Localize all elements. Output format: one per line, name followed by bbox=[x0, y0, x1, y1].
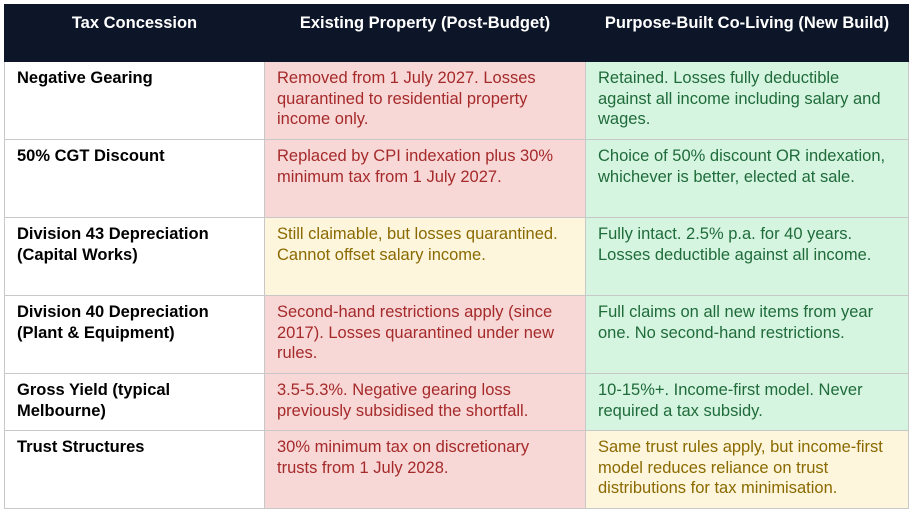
header-co-living: Purpose-Built Co-Living (New Build) bbox=[585, 4, 909, 62]
comparison-table-container: Tax Concession Existing Property (Post-B… bbox=[4, 4, 909, 509]
row-coliving-cell: Full claims on all new items from year o… bbox=[585, 295, 909, 374]
row-coliving-cell: Choice of 50% discount OR indexation, wh… bbox=[585, 139, 909, 218]
row-concession-cell: Gross Yield (typical Melbourne) bbox=[4, 373, 265, 431]
table-row: Division 43 Depreciation (Capital Works)… bbox=[4, 217, 909, 296]
row-existing-cell: 30% minimum tax on discretionary trusts … bbox=[264, 430, 586, 509]
header-existing-property: Existing Property (Post-Budget) bbox=[264, 4, 586, 62]
row-concession-cell: Negative Gearing bbox=[4, 61, 265, 140]
row-concession-cell: Division 40 Depreciation (Plant & Equipm… bbox=[4, 295, 265, 374]
table-row: Negative Gearing Removed from 1 July 202… bbox=[4, 61, 909, 140]
table-row: Division 40 Depreciation (Plant & Equipm… bbox=[4, 295, 909, 374]
header-row: Tax Concession Existing Property (Post-B… bbox=[4, 4, 909, 62]
row-existing-cell: Replaced by CPI indexation plus 30% mini… bbox=[264, 139, 586, 218]
row-concession-cell: 50% CGT Discount bbox=[4, 139, 265, 218]
table-row: Trust Structures 30% minimum tax on disc… bbox=[4, 430, 909, 509]
row-existing-cell: 3.5-5.3%. Negative gearing loss previous… bbox=[264, 373, 586, 431]
row-coliving-cell: Same trust rules apply, but income-first… bbox=[585, 430, 909, 509]
row-coliving-cell: 10-15%+. Income-first model. Never requi… bbox=[585, 373, 909, 431]
table-row: 50% CGT Discount Replaced by CPI indexat… bbox=[4, 139, 909, 218]
row-coliving-cell: Retained. Losses fully deductible agains… bbox=[585, 61, 909, 140]
row-coliving-cell: Fully intact. 2.5% p.a. for 40 years. Lo… bbox=[585, 217, 909, 296]
row-existing-cell: Still claimable, but losses quarantined.… bbox=[264, 217, 586, 296]
row-existing-cell: Removed from 1 July 2027. Losses quarant… bbox=[264, 61, 586, 140]
row-concession-cell: Trust Structures bbox=[4, 430, 265, 509]
table-row: Gross Yield (typical Melbourne) 3.5-5.3%… bbox=[4, 373, 909, 431]
row-concession-cell: Division 43 Depreciation (Capital Works) bbox=[4, 217, 265, 296]
row-existing-cell: Second-hand restrictions apply (since 20… bbox=[264, 295, 586, 374]
tax-comparison-table: Tax Concession Existing Property (Post-B… bbox=[4, 4, 909, 509]
header-tax-concession: Tax Concession bbox=[4, 4, 265, 62]
